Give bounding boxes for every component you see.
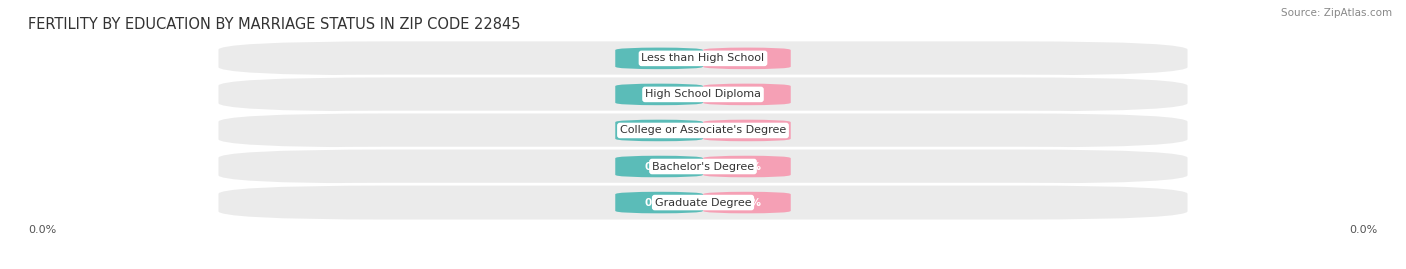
Text: 0.0%: 0.0% bbox=[644, 161, 673, 172]
Text: Source: ZipAtlas.com: Source: ZipAtlas.com bbox=[1281, 8, 1392, 18]
FancyBboxPatch shape bbox=[217, 40, 1189, 77]
Text: High School Diploma: High School Diploma bbox=[645, 89, 761, 100]
Text: 0.0%: 0.0% bbox=[644, 125, 673, 136]
Text: Bachelor's Degree: Bachelor's Degree bbox=[652, 161, 754, 172]
Text: 0.0%: 0.0% bbox=[733, 197, 762, 208]
Text: 0.0%: 0.0% bbox=[733, 89, 762, 100]
FancyBboxPatch shape bbox=[703, 84, 790, 105]
Text: 0.0%: 0.0% bbox=[733, 53, 762, 63]
FancyBboxPatch shape bbox=[616, 192, 703, 213]
FancyBboxPatch shape bbox=[616, 48, 703, 69]
FancyBboxPatch shape bbox=[703, 48, 790, 69]
FancyBboxPatch shape bbox=[703, 120, 790, 141]
FancyBboxPatch shape bbox=[616, 156, 703, 177]
FancyBboxPatch shape bbox=[703, 156, 790, 177]
Text: College or Associate's Degree: College or Associate's Degree bbox=[620, 125, 786, 136]
Text: 0.0%: 0.0% bbox=[1350, 225, 1378, 235]
FancyBboxPatch shape bbox=[217, 76, 1189, 113]
FancyBboxPatch shape bbox=[217, 148, 1189, 185]
Text: Graduate Degree: Graduate Degree bbox=[655, 197, 751, 208]
Text: 0.0%: 0.0% bbox=[733, 161, 762, 172]
Text: 0.0%: 0.0% bbox=[644, 197, 673, 208]
FancyBboxPatch shape bbox=[703, 192, 790, 213]
Text: FERTILITY BY EDUCATION BY MARRIAGE STATUS IN ZIP CODE 22845: FERTILITY BY EDUCATION BY MARRIAGE STATU… bbox=[28, 17, 520, 32]
FancyBboxPatch shape bbox=[217, 184, 1189, 221]
Text: 0.0%: 0.0% bbox=[28, 225, 56, 235]
FancyBboxPatch shape bbox=[616, 84, 703, 105]
FancyBboxPatch shape bbox=[616, 120, 703, 141]
Text: 0.0%: 0.0% bbox=[644, 89, 673, 100]
Text: 0.0%: 0.0% bbox=[733, 125, 762, 136]
Text: 0.0%: 0.0% bbox=[644, 53, 673, 63]
FancyBboxPatch shape bbox=[217, 112, 1189, 149]
Text: Less than High School: Less than High School bbox=[641, 53, 765, 63]
